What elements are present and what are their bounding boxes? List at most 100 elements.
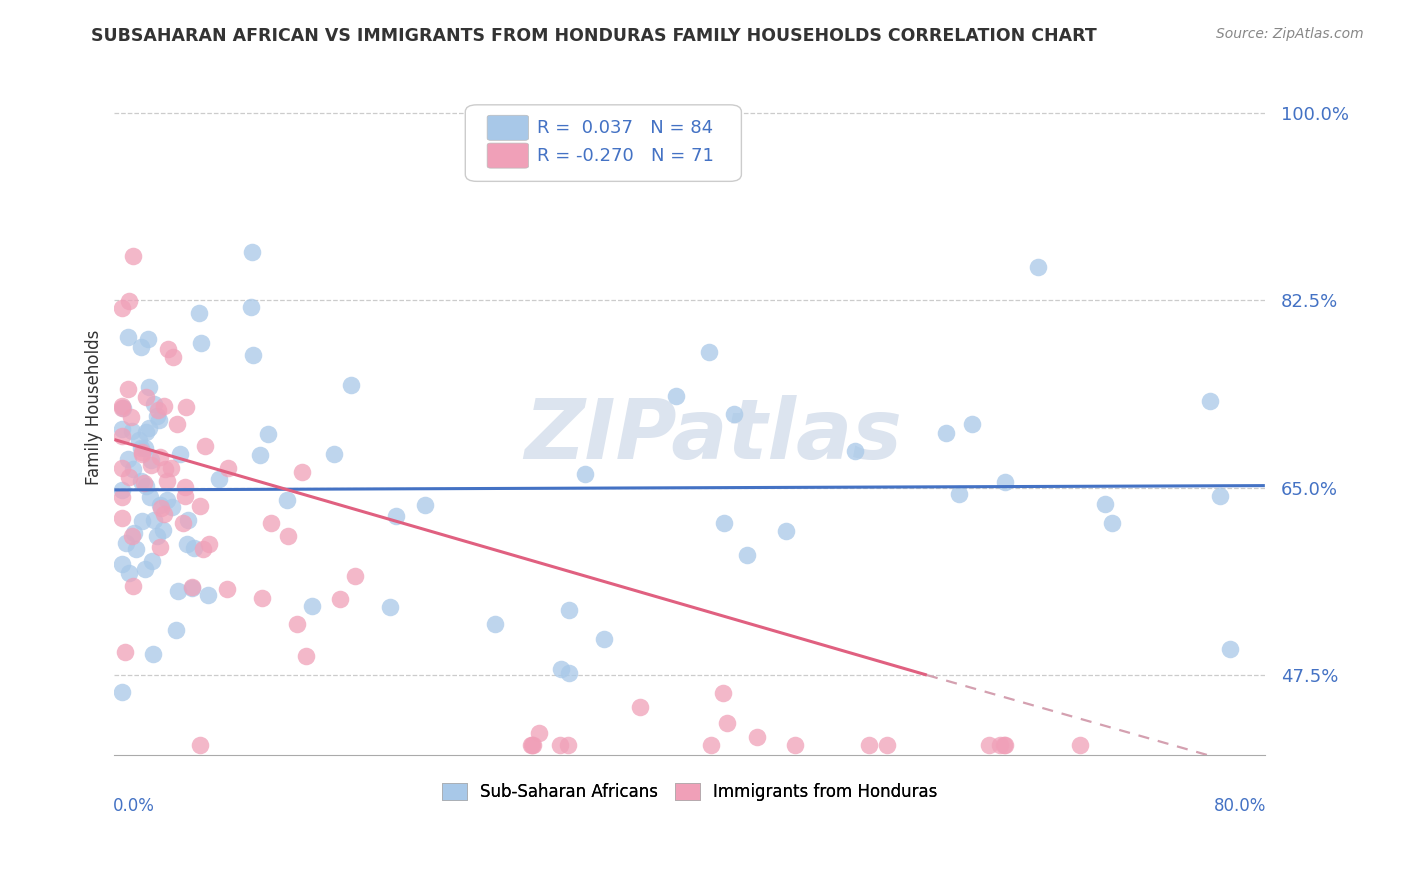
Point [295, 649, 318, 664]
Point [1101, 516, 1123, 530]
Point [522, 738, 544, 752]
FancyBboxPatch shape [486, 143, 529, 168]
Y-axis label: Family Households: Family Households [86, 330, 103, 485]
Point [146, 529, 169, 543]
Point [700, 738, 723, 752]
Point [628, 700, 651, 714]
Point [242, 348, 264, 362]
Point [858, 738, 880, 752]
Point [217, 461, 239, 475]
Point [114, 645, 136, 659]
Point [180, 580, 202, 594]
Point [118, 470, 141, 484]
Point [993, 738, 1015, 752]
Point [110, 399, 132, 413]
Point [343, 568, 366, 582]
Point [716, 716, 738, 731]
Point [159, 461, 181, 475]
Point [110, 684, 132, 698]
Point [121, 424, 143, 438]
Point [117, 382, 139, 396]
Point [190, 335, 212, 350]
Point [948, 487, 970, 501]
Point [143, 397, 166, 411]
Point [1219, 642, 1241, 657]
Point [215, 582, 238, 596]
Point [380, 599, 402, 614]
Point [121, 409, 143, 424]
Point [711, 686, 734, 700]
Point [172, 516, 194, 531]
Point [413, 498, 436, 512]
Point [574, 467, 596, 482]
Point [340, 378, 363, 392]
Text: R = -0.270   N = 71: R = -0.270 N = 71 [537, 146, 713, 165]
Point [285, 617, 308, 632]
Point [249, 448, 271, 462]
Point [962, 417, 984, 431]
Point [188, 738, 211, 752]
Text: Source: ZipAtlas.com: Source: ZipAtlas.com [1216, 27, 1364, 41]
Point [550, 662, 572, 676]
Point [110, 483, 132, 497]
Point [775, 524, 797, 538]
Point [122, 579, 145, 593]
Point [484, 616, 506, 631]
Point [1198, 394, 1220, 409]
Point [198, 537, 221, 551]
Point [122, 249, 145, 263]
Point [117, 452, 139, 467]
Point [111, 401, 134, 416]
Point [785, 738, 807, 752]
Point [323, 447, 346, 461]
Point [250, 591, 273, 606]
Point [129, 441, 152, 455]
Point [117, 330, 139, 344]
Point [149, 450, 172, 464]
Point [979, 738, 1001, 752]
Point [181, 581, 204, 595]
Point [152, 523, 174, 537]
Point [174, 489, 197, 503]
Point [138, 379, 160, 393]
Point [153, 399, 176, 413]
Point [548, 738, 571, 752]
Point [110, 401, 132, 416]
Point [169, 446, 191, 460]
Point [131, 514, 153, 528]
Text: 80.0%: 80.0% [1213, 797, 1265, 815]
Point [747, 731, 769, 745]
Point [190, 499, 212, 513]
Point [148, 413, 170, 427]
Point [1209, 490, 1232, 504]
Point [176, 536, 198, 550]
Point [260, 516, 283, 530]
Point [149, 501, 172, 516]
Point [988, 738, 1011, 752]
Point [146, 409, 169, 423]
Point [134, 562, 156, 576]
Point [118, 566, 141, 580]
Point [122, 525, 145, 540]
Point [277, 529, 299, 543]
Point [176, 400, 198, 414]
Point [994, 475, 1017, 489]
FancyBboxPatch shape [486, 115, 529, 140]
Point [122, 461, 145, 475]
Point [177, 513, 200, 527]
Point [191, 542, 214, 557]
Point [162, 500, 184, 514]
Point [183, 541, 205, 555]
Point [141, 553, 163, 567]
Point [139, 490, 162, 504]
Point [111, 301, 134, 316]
Point [665, 389, 688, 403]
Point [129, 474, 152, 488]
Point [157, 342, 180, 356]
Point [155, 462, 177, 476]
Point [529, 726, 551, 740]
Point [876, 738, 898, 752]
Point [121, 529, 143, 543]
Point [276, 493, 298, 508]
Point [135, 390, 157, 404]
